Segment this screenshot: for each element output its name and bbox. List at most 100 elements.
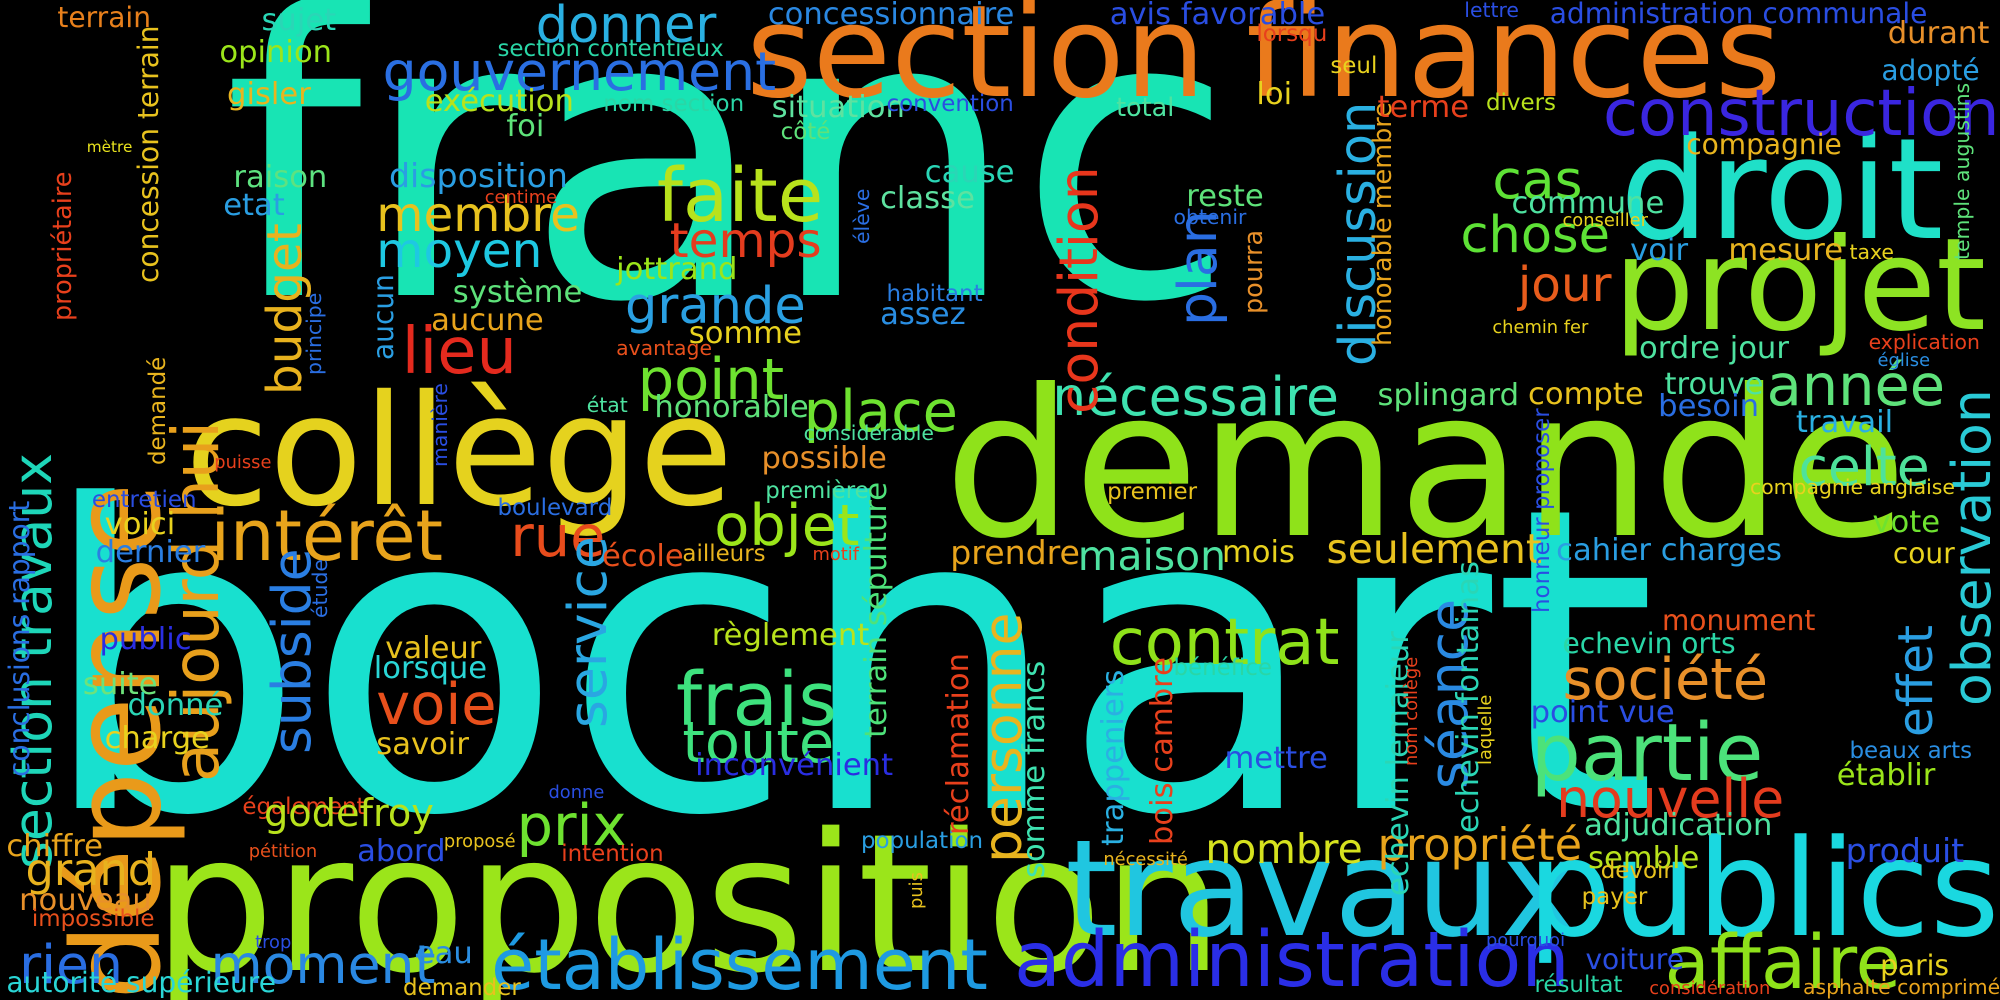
word-taxe: taxe — [1849, 240, 1894, 265]
word-chose: chose — [1460, 206, 1611, 266]
word-obtenir: obtenir — [1173, 204, 1247, 229]
word-somme-francs: somme francs — [1017, 660, 1053, 878]
word-donne: donné — [127, 688, 224, 724]
word-habitant: habitant — [886, 281, 983, 308]
word-avis-favorable: avis favorable — [1109, 0, 1326, 32]
word-maniere: manière — [427, 382, 452, 467]
word-laquelle: laquelle — [1475, 694, 1497, 766]
word-pourra: pourra — [1239, 229, 1270, 314]
word-mois: mois — [1221, 535, 1295, 571]
word-necessaire: nécessaire — [1052, 364, 1339, 428]
word-valeur: valeur — [385, 630, 482, 666]
word-abord: abord — [357, 833, 446, 869]
word-temple-augustins: temple augustins — [1949, 82, 1974, 260]
word-concession-terrain: concession terrain — [132, 25, 166, 283]
word-terrain: terrain — [57, 0, 151, 34]
word-concessionnaire: concessionnaire — [767, 0, 1015, 32]
word-dernier: dernier — [95, 535, 206, 571]
word-possible: possible — [761, 440, 887, 476]
word-premier: premier — [1107, 478, 1197, 505]
word-voir: voir — [1630, 232, 1689, 268]
word-cas: cas — [1492, 148, 1583, 212]
word-propriete: propriété — [1377, 818, 1583, 871]
word-rue: rue — [510, 502, 606, 570]
word-administration: administration — [1014, 916, 1570, 1000]
word-college: collège — [184, 363, 734, 542]
word-cause: cause — [924, 155, 1015, 191]
word-trouve: trouve — [1664, 366, 1764, 402]
word-lettre: lettre — [1464, 0, 1519, 22]
word-etat: état — [586, 393, 628, 418]
word-voici: voici — [104, 507, 176, 543]
word-compagnie-anglaise: compagnie anglaise — [1750, 475, 1955, 500]
word-lieu: lieu — [401, 315, 517, 390]
word-ordre-jour: ordre jour — [1639, 331, 1789, 367]
word-mesure: mesure — [1728, 232, 1844, 268]
word-prendre: prendre — [950, 532, 1080, 572]
word-bois-cambre: bois cambre — [1144, 656, 1180, 845]
word-moment: moment — [210, 932, 436, 996]
word-objet: objet — [714, 492, 860, 560]
word-nom-college: nom collège — [1401, 656, 1423, 766]
word-population: population — [860, 828, 984, 855]
word-charge: charge — [104, 721, 210, 757]
word-chemin-fer: chemin fer — [1492, 316, 1589, 338]
word-godefroy: godefroy — [264, 790, 434, 836]
word-societe: société — [1562, 645, 1769, 713]
word-proprietaire: propriétaire — [48, 171, 79, 322]
word-nombre: nombre — [1205, 825, 1363, 874]
word-contrat: contrat — [1109, 606, 1340, 681]
word-cote: côté — [780, 119, 831, 146]
word-gouvernement: gouvernement — [382, 39, 777, 103]
word-aucun: aucun — [366, 274, 400, 361]
word-demande: demande — [943, 346, 1908, 584]
word-membre: membre — [376, 187, 580, 244]
word-loi: loi — [1256, 77, 1293, 113]
word-frais: frais — [676, 657, 837, 744]
word-maison: maison — [1077, 531, 1226, 580]
word-principe: principe — [301, 293, 326, 376]
word-franc: franc — [223, 0, 1236, 389]
word-situation: situation — [771, 90, 905, 126]
word-classe: classe — [880, 180, 975, 216]
word-monument: monument — [1661, 604, 1816, 638]
word-trop: trop — [255, 931, 292, 953]
word-place: place — [803, 377, 958, 445]
word-publics: publics — [1527, 810, 2000, 967]
word-etat: etat — [223, 188, 285, 224]
word-condition: condition — [1047, 166, 1111, 414]
word-nouveau: nouveau — [19, 883, 152, 919]
word-chiffre: chiffre — [6, 828, 103, 864]
word-considerable: considérable — [803, 421, 934, 446]
word-construction: construction — [1603, 76, 2000, 151]
word-section-contentieux: section contentieux — [497, 36, 724, 63]
word-etablissement: établissement — [491, 924, 988, 1000]
word-entretien: entretien — [91, 486, 197, 513]
word-disposition: disposition — [389, 156, 568, 196]
word-terrain-sepulture: terrain sépulture — [859, 482, 895, 739]
word-inconvenient: inconvénient — [695, 748, 894, 784]
word-sujet: sujet — [261, 3, 337, 39]
word-honorable: honorable — [654, 389, 809, 425]
word-conclusions-rapport: conclusions rapport — [3, 501, 37, 778]
word-metre: mètre — [86, 138, 133, 157]
word-eau: eau — [415, 935, 473, 971]
word-necessite: nécessité — [1103, 848, 1188, 870]
word-puisse: puisse — [214, 452, 272, 474]
word-toute: toute — [682, 709, 835, 777]
word-vote: vote — [1872, 504, 1941, 540]
word-splingard: splingard — [1377, 378, 1519, 414]
word-grande: grande — [625, 276, 806, 336]
word-premiere: première — [765, 477, 869, 504]
word-ailleurs: ailleurs — [682, 541, 766, 568]
word-egalement: également — [242, 793, 366, 820]
word-foi: foi — [506, 109, 545, 145]
word-public: public — [99, 622, 192, 657]
word-consideration: considération — [1649, 977, 1771, 999]
word-suite: suite — [82, 666, 158, 702]
word-grand: grand — [25, 844, 157, 897]
word-beaux-arts: beaux arts — [1849, 737, 1973, 764]
word-lorsqu: lorsqu — [1256, 20, 1328, 47]
word-besoin: besoin — [1658, 388, 1759, 424]
word-proposition: proposition — [153, 793, 1224, 1000]
